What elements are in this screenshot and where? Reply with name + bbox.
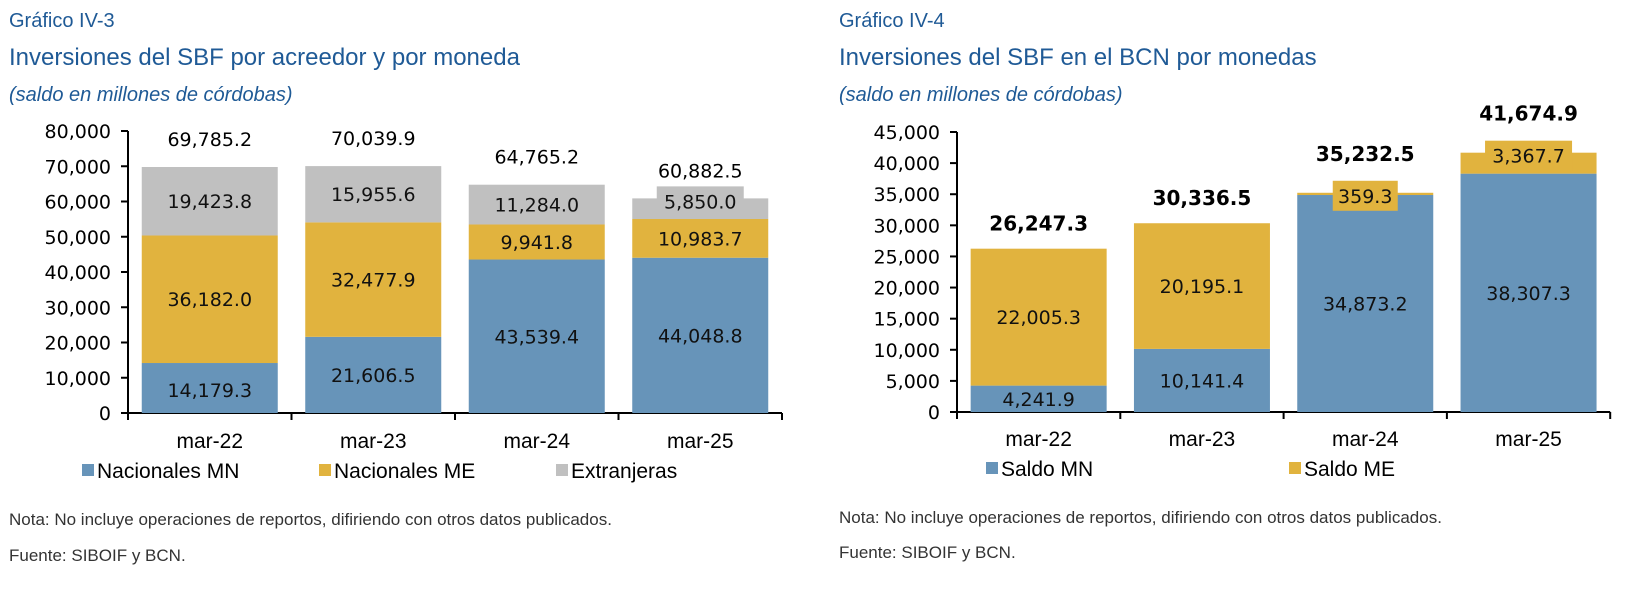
legend-label: Saldo MN bbox=[1001, 458, 1093, 481]
total-label: 69,785.2 bbox=[167, 129, 252, 151]
y-tick-label: 30,000 bbox=[874, 215, 940, 237]
bar-segment-extranjeras bbox=[141, 167, 278, 236]
data-label-background bbox=[1485, 140, 1573, 171]
y-tick-label: 25,000 bbox=[874, 246, 940, 268]
y-tick-label: 20,000 bbox=[874, 278, 940, 300]
data-label: 9,941.8 bbox=[500, 232, 573, 254]
bar-segment-extranjeras bbox=[468, 184, 605, 225]
y-tick-label: 0 bbox=[99, 403, 111, 425]
y-tick-label: 40,000 bbox=[874, 153, 940, 175]
chart-title: Inversiones del SBF en el BCN por moneda… bbox=[839, 44, 1317, 71]
data-label: 32,477.9 bbox=[331, 270, 416, 292]
legend-label: Nacionales MN bbox=[97, 460, 239, 483]
stacked-bar-chart: 0 5,000 10,000 15,000 20,000 25,000 30,000 35,0… bbox=[874, 102, 1612, 481]
data-label: 34,873.2 bbox=[1323, 294, 1408, 316]
y-tick-label: 40,000 bbox=[45, 262, 111, 284]
total-label: 60,882.5 bbox=[658, 160, 743, 182]
data-label: 10,141.4 bbox=[1160, 370, 1245, 392]
data-label-background bbox=[1332, 180, 1398, 211]
data-label: 22,005.3 bbox=[996, 307, 1081, 329]
data-label: 11,284.0 bbox=[494, 195, 579, 217]
x-tick-label: mar-25 bbox=[1495, 428, 1562, 451]
legend-swatch bbox=[556, 464, 568, 476]
y-tick-label: 20,000 bbox=[45, 333, 111, 355]
data-label: 3,367.7 bbox=[1492, 146, 1565, 168]
total-label: 35,232.5 bbox=[1316, 142, 1415, 166]
y-tick-label: 10,000 bbox=[45, 368, 111, 390]
legend-swatch bbox=[82, 464, 94, 476]
chart-title: Inversiones del SBF por acreedor y por m… bbox=[9, 44, 520, 71]
legend-label: Saldo ME bbox=[1304, 458, 1395, 481]
y-tick-label: 5,000 bbox=[886, 371, 940, 393]
legend-label: Nacionales ME bbox=[334, 460, 475, 483]
chart-note: Nota: No incluye operaciones de reportos… bbox=[839, 508, 1442, 527]
bar-segment-saldo-me bbox=[970, 248, 1107, 386]
x-tick-label: mar-24 bbox=[1332, 428, 1399, 451]
figure-number: Gráfico IV-3 bbox=[9, 10, 115, 32]
chart-panel-iv-4: Gráfico IV-4 Inversiones del SBF en el B… bbox=[830, 0, 1625, 593]
x-tick-label: mar-23 bbox=[1169, 428, 1236, 451]
chart-source: Fuente: SIBOIF y BCN. bbox=[9, 546, 186, 565]
y-tick-label: 10,000 bbox=[874, 340, 940, 362]
data-label: 38,307.3 bbox=[1486, 283, 1571, 305]
y-tick-label: 45,000 bbox=[874, 122, 940, 144]
x-tick-label: mar-25 bbox=[667, 430, 734, 453]
y-tick-label: 70,000 bbox=[45, 156, 111, 178]
bar-segment-nacionales-me bbox=[468, 224, 605, 260]
bar-segment-nacionales-me bbox=[305, 222, 442, 337]
total-label: 26,247.3 bbox=[989, 212, 1088, 236]
bar-segment-nacionales-mn bbox=[305, 336, 442, 413]
chart-source: Fuente: SIBOIF y BCN. bbox=[839, 543, 1016, 562]
bar-segment-nacionales-mn bbox=[632, 257, 769, 413]
bar-segment-saldo-mn bbox=[1460, 173, 1597, 412]
data-label: 43,539.4 bbox=[494, 326, 579, 348]
y-tick-label: 80,000 bbox=[45, 121, 111, 143]
y-tick-label: 0 bbox=[928, 402, 940, 424]
bar-segment-nacionales-me bbox=[632, 219, 769, 258]
bar-segment-nacionales-mn bbox=[141, 363, 278, 413]
y-tick-label: 15,000 bbox=[874, 309, 940, 331]
y-tick-label: 50,000 bbox=[45, 227, 111, 249]
y-tick-label: 60,000 bbox=[45, 192, 111, 214]
legend-swatch bbox=[319, 464, 331, 476]
bar-segment-saldo-mn bbox=[970, 385, 1107, 412]
data-label: 36,182.0 bbox=[167, 289, 252, 311]
chart-subtitle: (saldo en millones de córdobas) bbox=[9, 84, 293, 106]
legend-label: Extranjeras bbox=[571, 460, 677, 483]
bar-segment-extranjeras bbox=[305, 166, 442, 223]
data-label: 5,850.0 bbox=[664, 191, 737, 213]
y-tick-label: 30,000 bbox=[45, 297, 111, 319]
data-label: 14,179.3 bbox=[167, 380, 252, 402]
y-tick-label: 35,000 bbox=[874, 184, 940, 206]
bar-segment-saldo-mn bbox=[1297, 195, 1434, 412]
data-label: 10,983.7 bbox=[658, 228, 743, 250]
total-label: 30,336.5 bbox=[1153, 186, 1252, 210]
x-tick-label: mar-22 bbox=[1005, 428, 1072, 451]
data-label: 44,048.8 bbox=[658, 325, 743, 347]
bar-segment-nacionales-me bbox=[141, 235, 278, 364]
data-label: 19,423.8 bbox=[167, 191, 252, 213]
chart-note: Nota: No incluye operaciones de reportos… bbox=[9, 510, 612, 529]
data-label: 359.3 bbox=[1338, 186, 1392, 208]
chart-subtitle: (saldo en millones de córdobas) bbox=[839, 84, 1123, 106]
bar-segment-saldo-mn bbox=[1133, 348, 1270, 412]
stacked-bar-chart: 0 10,000 20,000 30,000 40,000 50,000 60,000 70,… bbox=[45, 121, 783, 483]
bar-segment-nacionales-mn bbox=[468, 259, 605, 413]
data-label: 21,606.5 bbox=[331, 365, 416, 387]
x-tick-label: mar-22 bbox=[176, 430, 243, 453]
data-label-background bbox=[656, 186, 744, 217]
chart-panel-iv-3: Gráfico IV-3 Inversiones del SBF por acr… bbox=[0, 0, 812, 593]
total-label: 41,674.9 bbox=[1479, 102, 1578, 126]
legend-swatch bbox=[986, 462, 998, 474]
x-tick-label: mar-24 bbox=[503, 430, 570, 453]
total-label: 70,039.9 bbox=[331, 128, 416, 150]
figure-number: Gráfico IV-4 bbox=[839, 10, 945, 32]
data-label: 20,195.1 bbox=[1160, 276, 1245, 298]
data-label: 4,241.9 bbox=[1002, 389, 1075, 411]
data-label: 15,955.6 bbox=[331, 184, 416, 206]
total-label: 64,765.2 bbox=[494, 147, 579, 169]
bar-segment-saldo-me bbox=[1133, 223, 1270, 349]
legend-swatch bbox=[1289, 462, 1301, 474]
x-tick-label: mar-23 bbox=[340, 430, 407, 453]
